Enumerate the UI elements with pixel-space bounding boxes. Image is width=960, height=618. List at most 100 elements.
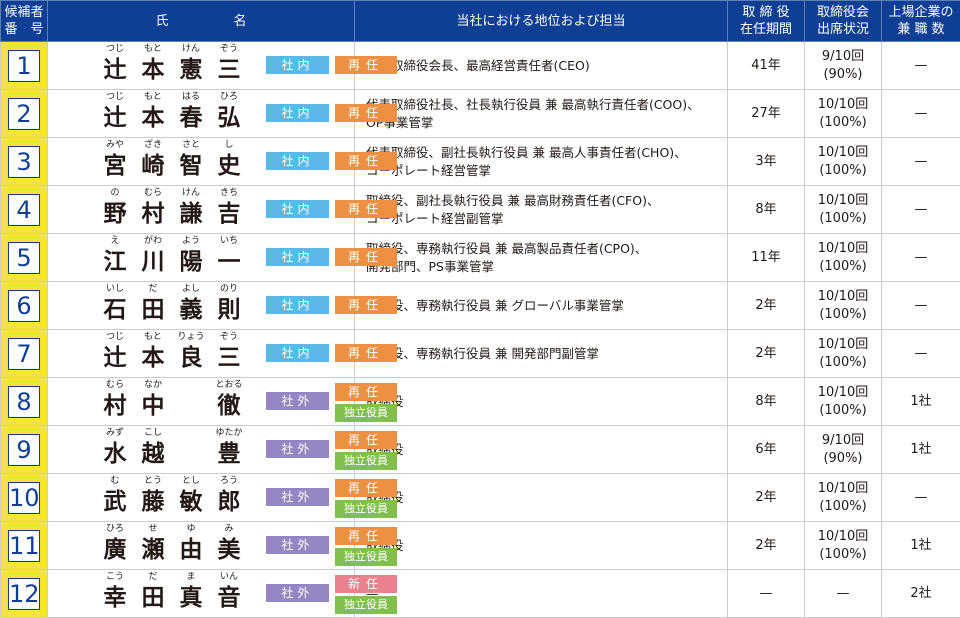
tenure-value: 2年 — [755, 345, 777, 361]
candidate-number: 7 — [8, 337, 40, 370]
name-ruby: よう — [181, 236, 200, 246]
appointment-status-badge: 再任 — [335, 527, 397, 545]
name-char: 田 — [141, 585, 165, 611]
name-char: 村 — [103, 393, 127, 419]
table-row: 7 つじ もと りょう ぞう 辻 本 良 三 社内 再任 取締役、専務執行役員 … — [0, 329, 960, 378]
position-line1: 取締役、副社長執行役員 兼 最高財務責任者(CFO)、 — [366, 192, 660, 208]
candidate-name-cell: こう だ ま いん 幸 田 真 音 社外 新任 独立役員 — [47, 569, 397, 618]
name-char: 辻 — [103, 105, 127, 131]
tenure-value: 11年 — [751, 249, 781, 265]
table-row: 4 の むら けん きち 野 村 謙 吉 社内 再任 取締役、副社長執行役員 兼… — [0, 185, 960, 234]
name-ruby: はる — [181, 92, 200, 102]
position-cell: — — [354, 569, 728, 618]
candidate-name-cell: む とう とし ろう 武 藤 敏 郎 社外 再任 独立役員 — [47, 473, 397, 522]
attendance-cell: 10/10回 (100%) — [804, 185, 882, 234]
position-line1: 取締役 — [366, 489, 404, 505]
candidate-number: 8 — [8, 385, 40, 418]
header-concurrent-line2: 兼 職 数 — [897, 22, 945, 37]
table-row: 1 つじ もと けん ぞう 辻 本 憲 三 社内 再任 代表取締役会長、最高経営… — [0, 41, 960, 90]
concurrent-count: — — [914, 345, 928, 361]
header-num-line2: 番 号 — [4, 22, 44, 37]
name-char: 美 — [217, 537, 241, 563]
name-char: 陽 — [179, 249, 203, 275]
name-char: 本 — [141, 345, 165, 371]
position-line2: 開発部門、PS事業管掌 — [366, 258, 494, 274]
name-ruby: ゆ — [186, 524, 196, 534]
name-ruby: さと — [181, 140, 200, 150]
concurrent-cell: — — [881, 281, 960, 330]
concurrent-count: — — [914, 249, 928, 265]
attendance-rate: (100%) — [819, 498, 867, 514]
tenure-cell: 8年 — [727, 185, 805, 234]
table-row: 3 みや ざき さと し 宮 崎 智 史 社内 再任 代表取締役、副社長執行役員… — [0, 137, 960, 186]
attendance-rate: (90%) — [823, 450, 863, 466]
header-attendance-line1: 取締役会 — [816, 5, 869, 20]
position-line1: 取締役 — [366, 393, 404, 409]
name-ruby: けん — [181, 188, 200, 198]
attendance-count: — — [836, 585, 850, 601]
attendance-rate: (100%) — [819, 114, 867, 130]
name-ruby: がわ — [143, 236, 162, 246]
director-type-badge: 社内 — [266, 56, 329, 74]
table-row: 12 こう だ ま いん 幸 田 真 音 社外 新任 独立役員 — — — 2社 — [0, 569, 960, 618]
name-char: 則 — [217, 297, 241, 323]
attendance-rate: (100%) — [819, 258, 867, 274]
name-ruby: だ — [148, 572, 158, 582]
appointment-status-badge: 再任 — [335, 56, 397, 74]
attendance-count: 10/10回 — [817, 240, 869, 256]
name-char: 村 — [141, 201, 165, 227]
director-type-badge: 社外 — [266, 536, 329, 554]
name-ruby: し — [224, 140, 234, 150]
position-cell: 取締役 — [354, 377, 728, 426]
candidate-name-cell: つじ もと りょう ぞう 辻 本 良 三 社内 再任 — [47, 329, 397, 378]
position-line2: コーポレート経営管掌 — [366, 162, 492, 178]
attendance-count: 9/10回 — [821, 48, 865, 64]
candidate-number: 10 — [8, 481, 40, 514]
name-char: 春 — [179, 105, 203, 131]
attendance-cell: 10/10回 (100%) — [804, 137, 882, 186]
attendance-rate: (100%) — [819, 306, 867, 322]
attendance-cell: 9/10回 (90%) — [804, 425, 882, 474]
attendance-cell: 10/10回 (100%) — [804, 281, 882, 330]
name-ruby: よし — [181, 284, 200, 294]
name-char: 豊 — [217, 441, 241, 467]
header-position-text: 当社における地位および担当 — [456, 13, 626, 29]
appointment-status-badge: 再任 — [335, 104, 397, 122]
name-ruby: むら — [143, 188, 162, 198]
header-attendance: 取締役会 出席状況 — [804, 0, 882, 42]
director-type-badge: 社外 — [266, 584, 329, 602]
name-ruby: みず — [105, 428, 124, 438]
attendance-cell: 10/10回 (100%) — [804, 329, 882, 378]
name-ruby: とう — [143, 476, 162, 486]
attendance-cell: 10/10回 (100%) — [804, 89, 882, 138]
name-char: 郎 — [217, 489, 241, 515]
name-char: 三 — [217, 345, 241, 371]
name-ruby: いち — [219, 236, 238, 246]
attendance-rate: (100%) — [819, 354, 867, 370]
name-ruby: もと — [144, 92, 162, 102]
name-ruby: とし — [181, 476, 200, 486]
name-char: 本 — [141, 57, 165, 83]
name-char: 廣 — [103, 537, 127, 563]
name-ruby: み — [224, 524, 234, 534]
position-cell: 取締役 — [354, 521, 728, 570]
header-name: 氏 名 — [47, 0, 355, 42]
name-char: 良 — [179, 345, 203, 371]
appointment-status-badge: 再任 — [335, 248, 397, 266]
attendance-count: 9/10回 — [821, 432, 865, 448]
candidate-name-cell: いし だ よし のり 石 田 義 則 社内 再任 — [47, 281, 397, 330]
name-char: 辻 — [103, 345, 127, 371]
independent-director-badge: 独立役員 — [335, 452, 397, 470]
name-char: 崎 — [141, 153, 165, 179]
name-ruby: こう — [105, 572, 124, 582]
position-line1: — — [366, 585, 379, 601]
director-type-badge: 社内 — [266, 344, 329, 362]
table-row: 11 ひろ せ ゆ み 廣 瀬 由 美 社外 再任 独立役員 取締役 2年 10… — [0, 521, 960, 570]
director-type-badge: 社外 — [266, 440, 329, 458]
candidate-number: 6 — [8, 289, 40, 322]
concurrent-count: 2社 — [910, 585, 932, 601]
table-row: 2 つじ もと はる ひろ 辻 本 春 弘 社内 再任 代表取締役社長、社長執行… — [0, 89, 960, 138]
position-line1: 代表取締役会長、最高経営責任者(CEO) — [366, 57, 590, 73]
position-line2: コーポレート経営副管掌 — [366, 210, 504, 226]
attendance-rate: (100%) — [819, 210, 867, 226]
